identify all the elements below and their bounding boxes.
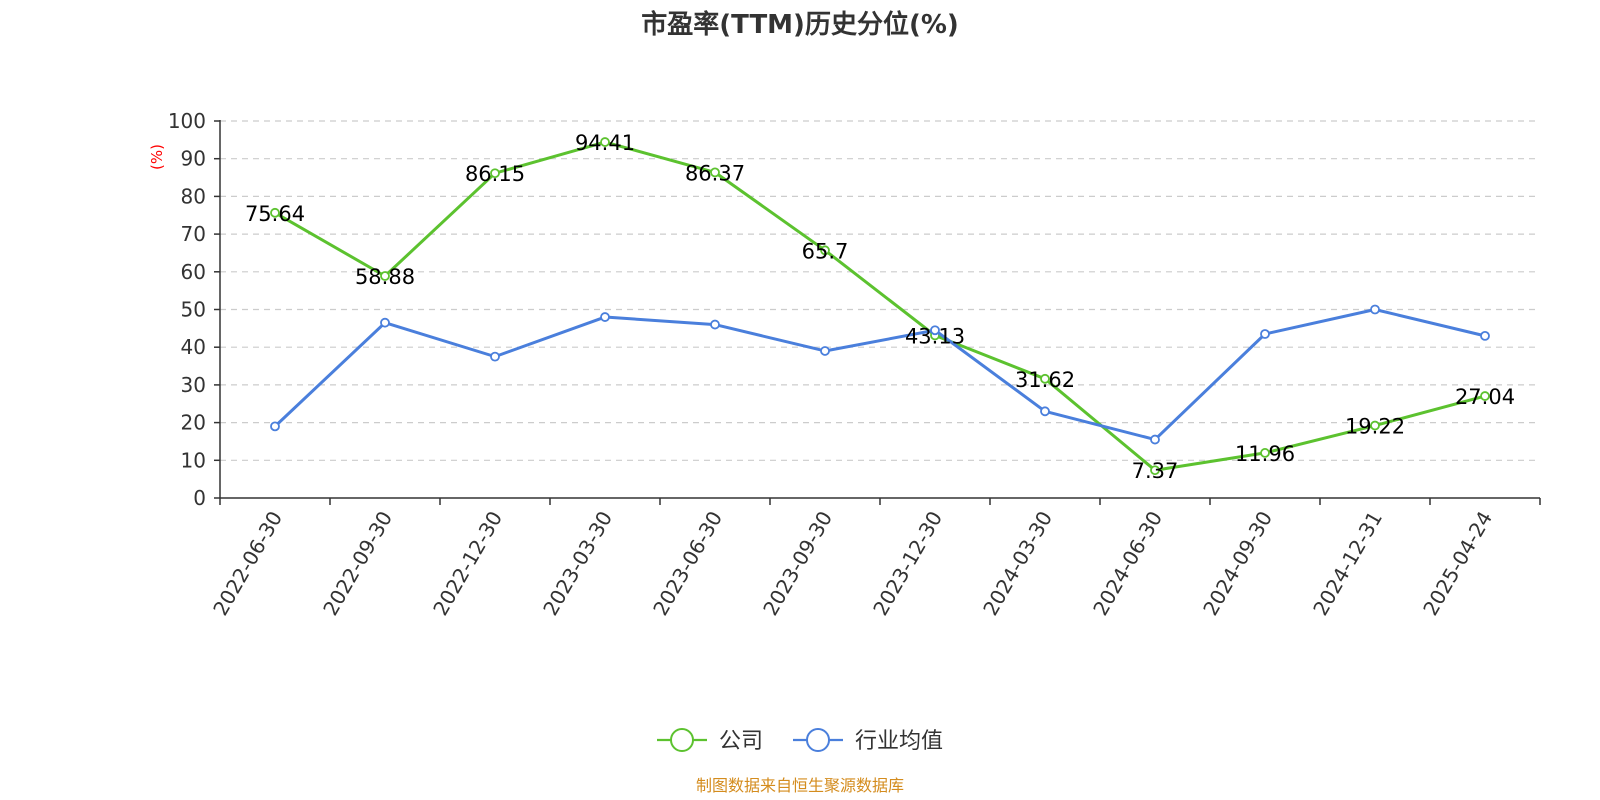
data-label: 86.37 — [685, 161, 745, 185]
x-tick-label: 2025-04-24 — [1418, 507, 1497, 620]
data-label: 75.64 — [245, 202, 305, 226]
x-tick-label: 2024-09-30 — [1198, 507, 1277, 620]
data-point — [710, 167, 720, 178]
y-tick-label: 0 — [193, 486, 206, 510]
data-point — [380, 271, 390, 281]
y-tick-label: 20 — [181, 411, 206, 435]
x-tick-label: 2024-06-30 — [1088, 507, 1167, 620]
series-lines — [270, 137, 1490, 476]
data-point — [1260, 329, 1270, 339]
y-tick-label: 30 — [181, 373, 206, 397]
y-tick-label: 40 — [181, 335, 206, 359]
chart-title: 市盈率(TTM)历史分位(%) — [641, 9, 959, 40]
legend-item-1[interactable]: 行业均值 — [793, 728, 943, 754]
x-ticks: 2022-06-30 2022-09-30 2022-12-30 2023-03-30… — [208, 498, 1541, 620]
data-label: 11.96 — [1235, 442, 1295, 466]
data-label: 7.37 — [1132, 459, 1179, 483]
legend-marker — [670, 728, 694, 752]
data-labels: 75.64 58.88 86.15 94.41 86.37 65.7 43.13 31.62 7… — [245, 131, 1515, 483]
data-point — [600, 312, 610, 322]
data-point — [490, 351, 500, 362]
data-point — [1370, 304, 1380, 315]
data-label: 31.62 — [1015, 368, 1075, 392]
data-point — [270, 421, 280, 432]
data-label: 43.13 — [905, 324, 965, 348]
data-point — [930, 325, 940, 336]
series-0 — [270, 137, 1490, 476]
x-tick-label: 2023-06-30 — [648, 507, 727, 620]
data-label: 27.04 — [1455, 385, 1515, 409]
data-point — [1040, 373, 1050, 384]
data-point — [820, 245, 830, 256]
y-tick-label: 80 — [181, 184, 206, 208]
y-tick-label: 70 — [181, 222, 206, 246]
y-tick-label: 100 — [168, 109, 206, 133]
y-tick-label: 10 — [181, 448, 206, 472]
data-label: 94.41 — [575, 131, 635, 155]
data-point — [380, 317, 390, 328]
data-point — [710, 319, 720, 330]
series-1 — [270, 304, 1490, 445]
legend-label: 行业均值 — [855, 729, 943, 754]
x-tick-label: 2022-12-30 — [428, 507, 507, 620]
data-label: 19.22 — [1345, 415, 1405, 439]
data-point — [1040, 406, 1050, 417]
data-label: 86.15 — [465, 162, 525, 186]
data-label: 65.7 — [802, 239, 849, 263]
source-note: 制图数据来自恒生聚源数据库 — [696, 776, 904, 795]
data-point — [1150, 434, 1160, 445]
x-tick-label: 2022-06-30 — [208, 507, 287, 620]
legend-marker — [806, 728, 830, 752]
data-label: 58.88 — [355, 265, 415, 289]
data-point — [820, 346, 830, 356]
data-point — [1260, 448, 1270, 458]
x-tick-label: 2023-03-30 — [538, 507, 617, 620]
series-line — [273, 308, 1486, 442]
data-point — [600, 137, 610, 147]
y-ticks: 0 10 20 30 40 50 60 70 80 90 100 — [168, 109, 220, 510]
data-point — [1370, 420, 1380, 431]
x-tick-label: 2023-12-30 — [868, 507, 947, 620]
y-tick-label: 90 — [181, 147, 206, 171]
series-line — [274, 140, 1486, 472]
data-point — [1150, 465, 1160, 476]
legend[interactable]: 公司 行业均值 — [657, 728, 943, 754]
legend-label: 公司 — [719, 729, 763, 754]
legend-item-0[interactable]: 公司 — [657, 728, 763, 754]
data-point — [490, 168, 500, 179]
y-tick-label: 60 — [181, 260, 206, 284]
x-tick-label: 2024-12-31 — [1308, 507, 1387, 620]
y-tick-label: 50 — [181, 298, 206, 322]
x-tick-label: 2022-09-30 — [318, 507, 397, 620]
data-point — [1480, 330, 1490, 341]
data-point — [270, 207, 280, 218]
x-tick-label: 2024-03-30 — [978, 507, 1057, 620]
y-axis-label: (%) — [148, 144, 166, 170]
data-point — [1480, 391, 1490, 401]
grid — [220, 120, 1540, 461]
x-tick-label: 2023-09-30 — [758, 507, 837, 620]
